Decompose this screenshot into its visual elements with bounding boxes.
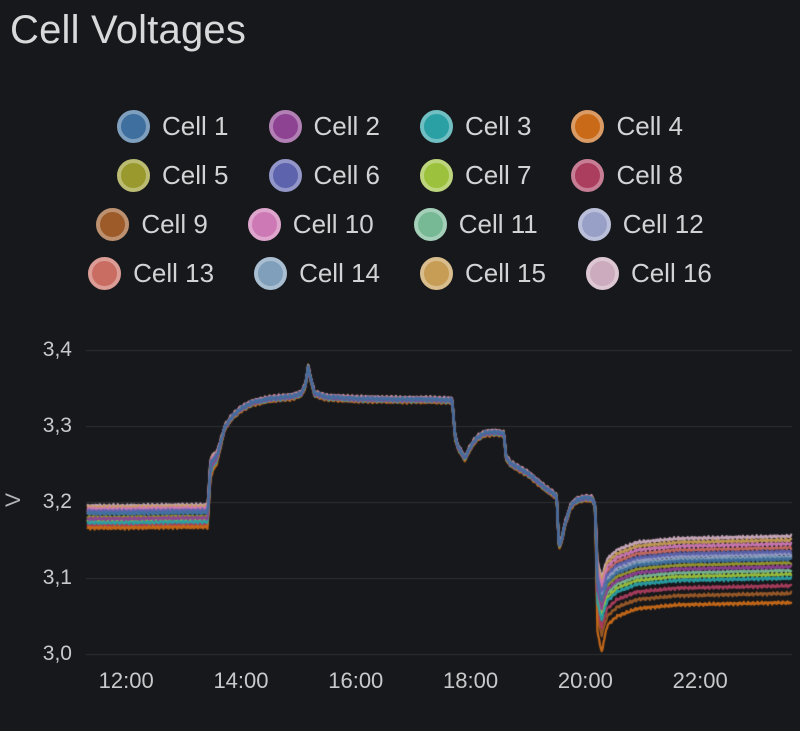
- legend: Cell 1 Cell 2 Cell 3 Cell 4 Cell 5 Cell 6 Cell…: [60, 110, 740, 290]
- x-tick-label: 20:00: [557, 668, 613, 693]
- x-tick-label: 16:00: [328, 668, 384, 693]
- legend-label: Cell 15: [465, 258, 546, 288]
- legend-marker: [117, 110, 151, 143]
- legend-label: Cell 10: [292, 209, 374, 239]
- legend-label: Cell 3: [465, 111, 532, 141]
- legend-label: Cell 6: [313, 160, 380, 190]
- legend-marker: [571, 110, 605, 143]
- legend-marker: [247, 208, 281, 241]
- legend-label: Cell 14: [299, 258, 380, 288]
- legend-label: Cell 7: [465, 160, 532, 190]
- legend-item-cell-5[interactable]: Cell 5: [117, 159, 229, 192]
- legend-marker: [577, 208, 611, 241]
- legend-item-cell-6[interactable]: Cell 6: [268, 159, 380, 192]
- legend-item-cell-16[interactable]: Cell 16: [585, 257, 712, 290]
- legend-marker: [117, 159, 151, 192]
- panel-title: Cell Voltages: [10, 8, 247, 52]
- legend-marker: [420, 257, 453, 290]
- legend-item-cell-4[interactable]: Cell 4: [571, 110, 683, 143]
- legend-item-cell-8[interactable]: Cell 8: [571, 159, 683, 192]
- y-tick-label: 3,1: [42, 566, 72, 590]
- legend-item-cell-14[interactable]: Cell 14: [254, 257, 380, 290]
- legend-label: Cell 5: [162, 160, 229, 190]
- legend-item-cell-13[interactable]: Cell 13: [88, 257, 214, 290]
- chart: V 3,0 3,1 3,2 3,3 3,4 12:00 14:00 16:00 18:00 20:…: [0, 326, 800, 706]
- y-tick-label: 3,0: [42, 642, 72, 666]
- legend-label: Cell 13: [133, 258, 215, 288]
- legend-label: Cell 1: [162, 111, 229, 141]
- legend-item-cell-10[interactable]: Cell 10: [247, 208, 374, 241]
- legend-item-cell-7[interactable]: Cell 7: [420, 159, 531, 192]
- legend-label: Cell 8: [616, 160, 683, 190]
- legend-item-cell-9[interactable]: Cell 9: [96, 208, 208, 241]
- legend-marker: [420, 159, 453, 192]
- legend-label: Cell 4: [616, 111, 683, 141]
- legend-marker: [571, 159, 605, 192]
- y-tick-label: 3,2: [42, 490, 72, 513]
- chart-canvas[interactable]: [0, 326, 800, 706]
- legend-item-cell-2[interactable]: Cell 2: [268, 110, 380, 143]
- legend-label: Cell 12: [622, 209, 704, 239]
- panel-header: Cell Voltages: [0, 0, 800, 54]
- x-tick-label: 18:00: [443, 668, 499, 693]
- y-tick-label: 3,3: [42, 413, 72, 437]
- y-tick-label: 3,4: [42, 337, 72, 361]
- x-tick-label: 12:00: [98, 668, 154, 693]
- legend-marker: [268, 110, 302, 143]
- legend-marker: [96, 208, 130, 241]
- legend-marker: [268, 159, 302, 192]
- legend-item-cell-12[interactable]: Cell 12: [577, 208, 704, 241]
- legend-label: Cell 9: [141, 209, 208, 239]
- legend-marker: [420, 110, 453, 143]
- x-tick-label: 14:00: [213, 668, 269, 693]
- legend-item-cell-1[interactable]: Cell 1: [117, 110, 229, 143]
- legend-marker: [88, 257, 122, 290]
- legend-label: Cell 11: [458, 209, 538, 239]
- legend-item-cell-3[interactable]: Cell 3: [420, 110, 531, 143]
- legend-label: Cell 16: [630, 258, 712, 288]
- x-tick-label: 22:00: [672, 668, 728, 693]
- legend-marker: [585, 257, 619, 290]
- legend-item-cell-11[interactable]: Cell 11: [413, 208, 538, 241]
- legend-label: Cell 2: [313, 111, 380, 141]
- legend-item-cell-15[interactable]: Cell 15: [420, 257, 546, 290]
- legend-marker: [254, 257, 288, 290]
- legend-marker: [413, 208, 447, 241]
